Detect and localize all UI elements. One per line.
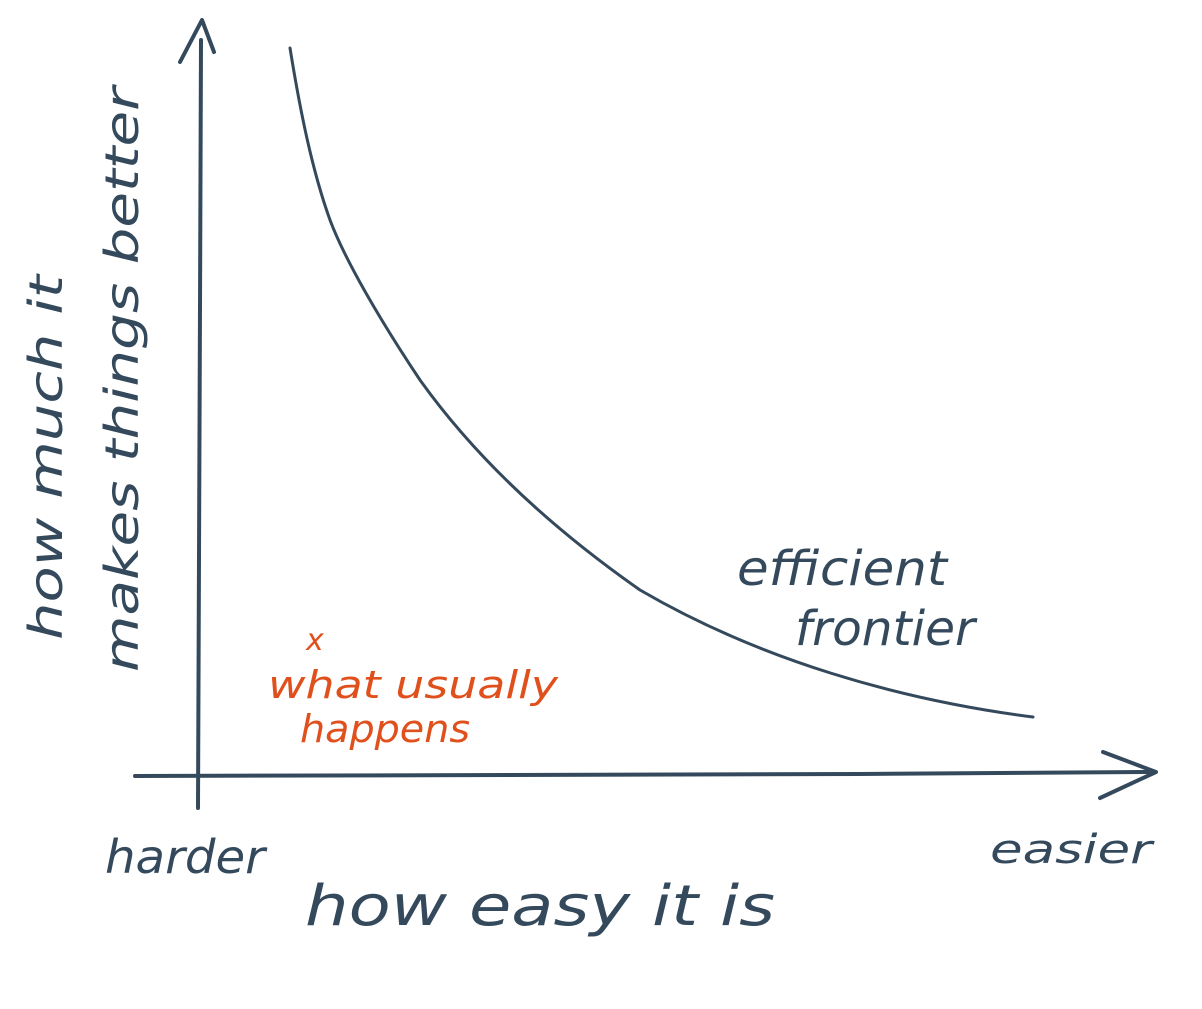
efficient-frontier-curve (288, 46, 1035, 719)
y-axis-arrowhead (178, 18, 216, 64)
x-axis-arrowhead (1098, 750, 1158, 800)
y-axis-line (196, 38, 203, 810)
y-axis-label-group-2: makes things better (95, 83, 149, 672)
y-axis-label-line2: makes things better (95, 83, 149, 672)
curve-label-line2: frontier (795, 601, 978, 657)
curve-label-line1: efficient (737, 541, 949, 597)
x-axis-right-end-label: easier (990, 827, 1155, 873)
x-axis-line (133, 770, 1152, 778)
usual-outcome-label-line2: happens (300, 707, 470, 751)
usual-outcome-marker: x (305, 623, 324, 658)
usual-outcome-label-line1: what usually (268, 663, 559, 707)
y-axis-label-group: how much it (19, 272, 73, 640)
x-axis-title: how easy it is (305, 874, 775, 939)
x-axis-left-end-label: harder (105, 830, 268, 884)
y-axis-label-line1: how much it (19, 272, 73, 640)
